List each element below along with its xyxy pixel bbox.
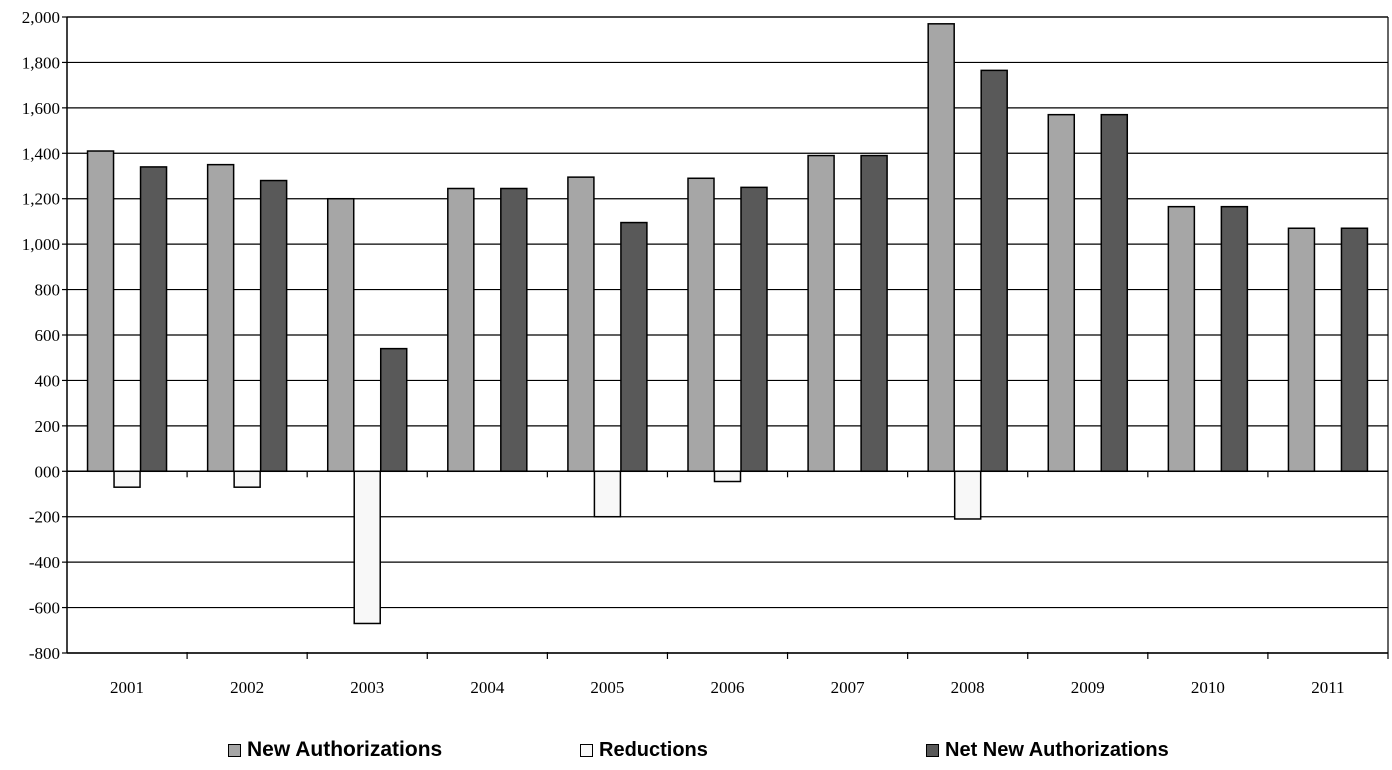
bar-net-new-authorizations-2010: [1220, 205, 1249, 473]
bar-net-new-authorizations-2004: [500, 187, 528, 473]
bar-net-new-authorizations-2011: [1340, 227, 1369, 473]
bar-net-new-authorizations-2009: [1100, 113, 1129, 473]
bar-net-new-authorizations-2005: [620, 221, 648, 473]
x-tick-label: 2010: [1191, 678, 1225, 697]
bar-reductions-2006: [713, 470, 742, 483]
bar-new-authorizations-2009: [1047, 113, 1076, 473]
y-tick-label: -200: [29, 508, 60, 527]
bar-reductions-2003: [353, 470, 381, 625]
y-tick-label: 400: [35, 371, 61, 390]
x-tick-label: 2007: [831, 678, 866, 697]
bar-reductions-2005: [593, 470, 622, 518]
y-tick-label: 2,000: [22, 8, 60, 27]
bar-new-authorizations-2010: [1167, 205, 1196, 473]
bar-new-authorizations-2003: [326, 197, 355, 473]
bar-reductions-2001: [113, 470, 141, 488]
legend-label-net-new-authorizations: Net New Authorizations: [945, 738, 1169, 761]
bar-new-authorizations-2008: [927, 23, 955, 473]
y-tick-label: 600: [35, 326, 61, 345]
bar-net-new-authorizations-2008: [980, 69, 1008, 473]
x-tick-label: 2006: [711, 678, 745, 697]
bar-new-authorizations-2005: [567, 176, 595, 473]
legend-item-reductions: Reductions: [580, 732, 708, 768]
legend-label-reductions: Reductions: [599, 738, 708, 761]
x-tick-label: 2001: [110, 678, 144, 697]
bar-new-authorizations-2001: [86, 150, 115, 473]
legend-swatch-reductions: [580, 743, 593, 757]
y-tick-label: 200: [35, 417, 61, 436]
bar-net-new-authorizations-2001: [139, 166, 168, 473]
x-tick-label: 2003: [350, 678, 384, 697]
legend-swatch-new-authorizations: [228, 743, 241, 757]
x-tick-label: 2004: [470, 678, 505, 697]
bar-net-new-authorizations-2006: [740, 186, 768, 473]
legend-item-net-new-authorizations: Net New Authorizations: [926, 732, 1169, 768]
y-tick-label: -800: [29, 644, 60, 663]
bar-net-new-authorizations-2002: [259, 179, 288, 473]
y-tick-label: 1,200: [22, 190, 60, 209]
bar-reductions-2002: [233, 470, 261, 488]
y-tick-label: -600: [29, 599, 60, 618]
y-tick-label: 800: [35, 281, 61, 300]
bar-net-new-authorizations-2007: [860, 154, 888, 473]
y-tick-label: 1,800: [22, 53, 60, 72]
legend-item-new-authorizations: New Authorizations: [228, 732, 442, 768]
x-tick-label: 2009: [1071, 678, 1105, 697]
x-tick-label: 2002: [230, 678, 264, 697]
x-tick-label: 2011: [1311, 678, 1344, 697]
y-tick-label: -400: [29, 553, 60, 572]
bar-new-authorizations-2002: [206, 163, 235, 473]
x-tick-labels: 2001 2002 2003 2004 2005 2006 2007 2008 2009 2010…: [110, 678, 1345, 697]
bar-new-authorizations-2006: [687, 177, 715, 473]
bar-net-new-authorizations-2003: [379, 347, 408, 473]
y-tick-label: 1,400: [22, 144, 60, 163]
legend-swatch-net-new-authorizations: [926, 743, 939, 757]
bar-new-authorizations-2011: [1287, 227, 1316, 473]
bars: [86, 23, 1369, 625]
y-tick-labels: -800 -600 -400 -200 000 200 400 600 800 1,000 1,20…: [22, 8, 60, 663]
axes: [62, 16, 1389, 659]
legend-label-new-authorizations: New Authorizations: [247, 738, 443, 761]
y-tick-label: 000: [35, 462, 61, 481]
legend: New Authorizations Reductions Net New Au…: [0, 732, 1392, 768]
bar-chart: -800 -600 -400 -200 000 200 400 600 800 1,000 1,20…: [22, 8, 1389, 697]
y-tick-label: 1,600: [22, 99, 60, 118]
bar-new-authorizations-2007: [807, 154, 835, 473]
bar-reductions-2008: [953, 470, 982, 520]
x-tick-label: 2005: [590, 678, 624, 697]
bar-new-authorizations-2004: [447, 187, 475, 473]
y-tick-label: 1,000: [22, 235, 60, 254]
x-tick-label: 2008: [951, 678, 985, 697]
